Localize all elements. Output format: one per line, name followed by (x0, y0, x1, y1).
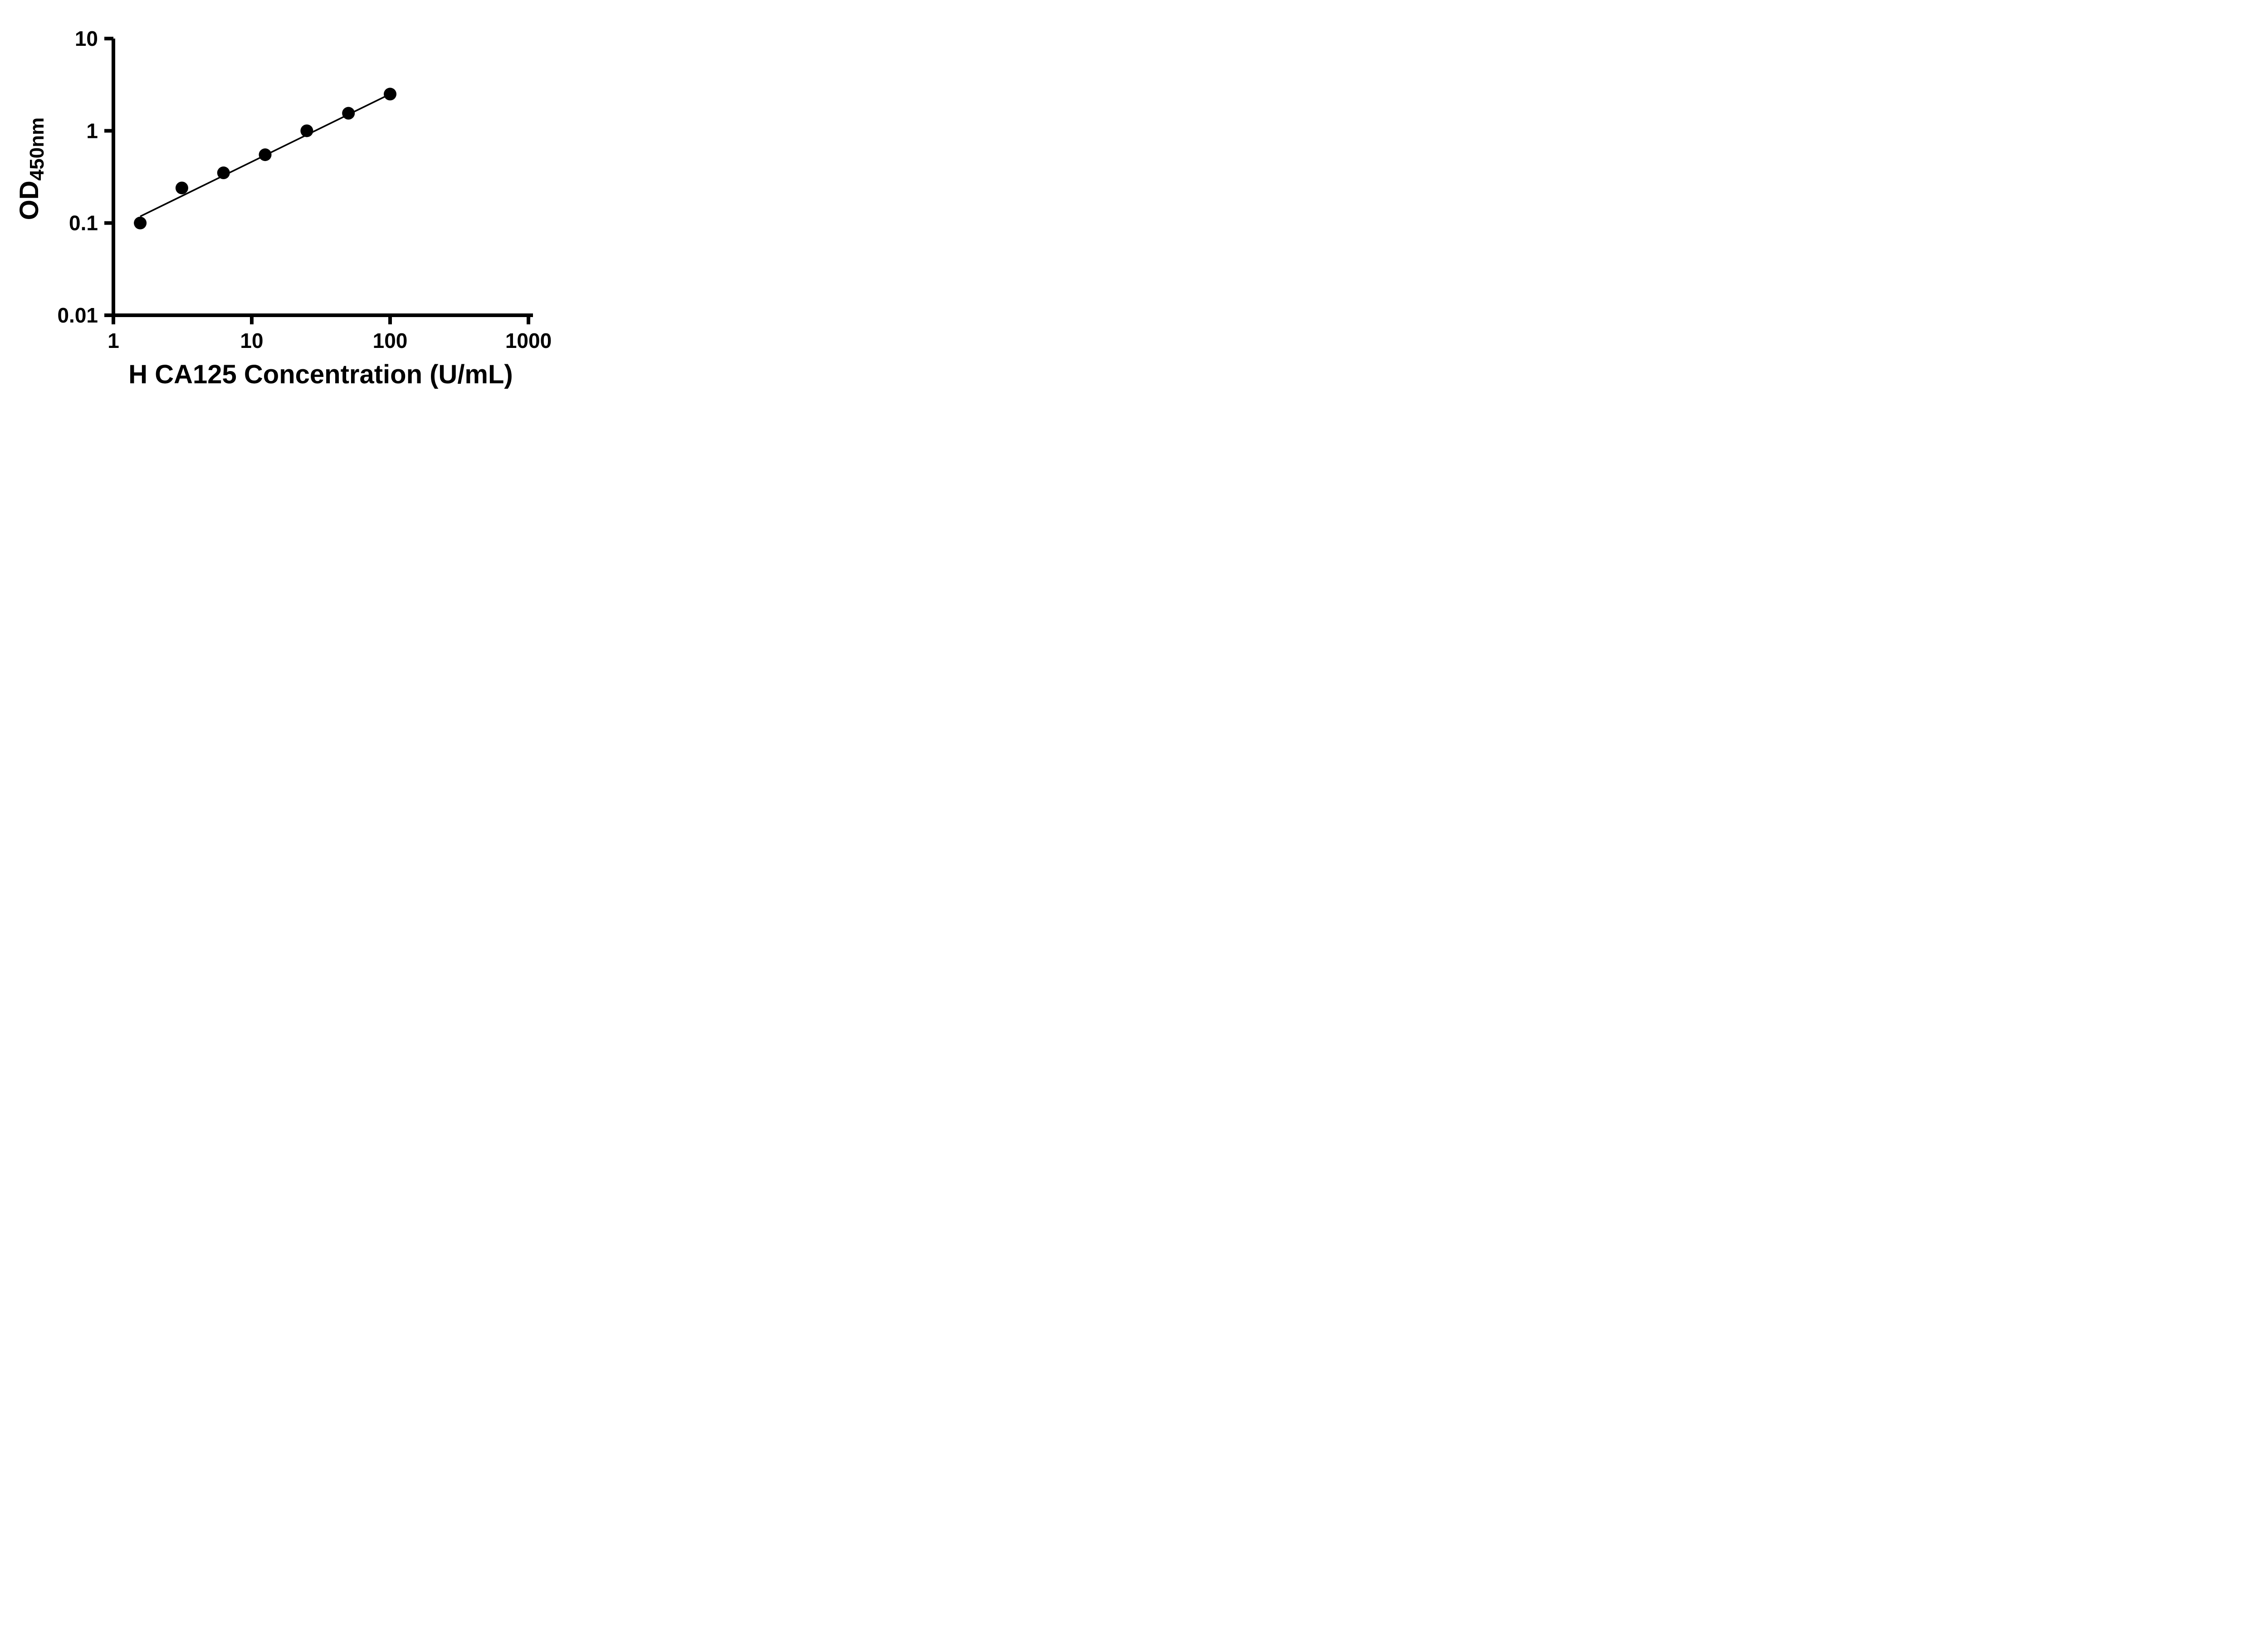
x-tick-label: 100 (373, 329, 408, 352)
x-axis-title: H CA125 Concentration (U/mL) (128, 360, 513, 389)
x-tick-label: 10 (240, 329, 263, 352)
x-tick-label: 1000 (505, 329, 552, 352)
y-axis: 0.01 0.1 1 10 (57, 27, 113, 327)
y-axis-title-main: OD (15, 181, 44, 220)
y-tick-label: 10 (75, 27, 98, 50)
y-axis-title: OD450nm (15, 117, 48, 220)
x-tick-label: 1 (108, 329, 119, 352)
axes-frame (112, 39, 533, 317)
standard-curve-chart: 0.01 0.1 1 10 1 10 100 1000 H CA125 Concentrat… (15, 27, 552, 389)
y-tick-label: 0.01 (57, 303, 98, 327)
data-point (384, 88, 396, 101)
data-points (134, 88, 396, 230)
data-point (342, 107, 355, 120)
data-point (134, 216, 147, 230)
data-point (259, 148, 272, 161)
y-tick-label: 1 (86, 119, 98, 142)
data-point (175, 181, 188, 195)
chart-figure: 0.01 0.1 1 10 1 10 100 1000 H CA125 Concentrat… (0, 0, 583, 408)
x-axis: 1 10 100 1000 (108, 315, 552, 352)
y-axis-title-subscript: 450nm (26, 117, 48, 181)
data-point (217, 166, 230, 180)
y-tick-label: 0.1 (69, 211, 98, 235)
data-point (300, 124, 313, 137)
